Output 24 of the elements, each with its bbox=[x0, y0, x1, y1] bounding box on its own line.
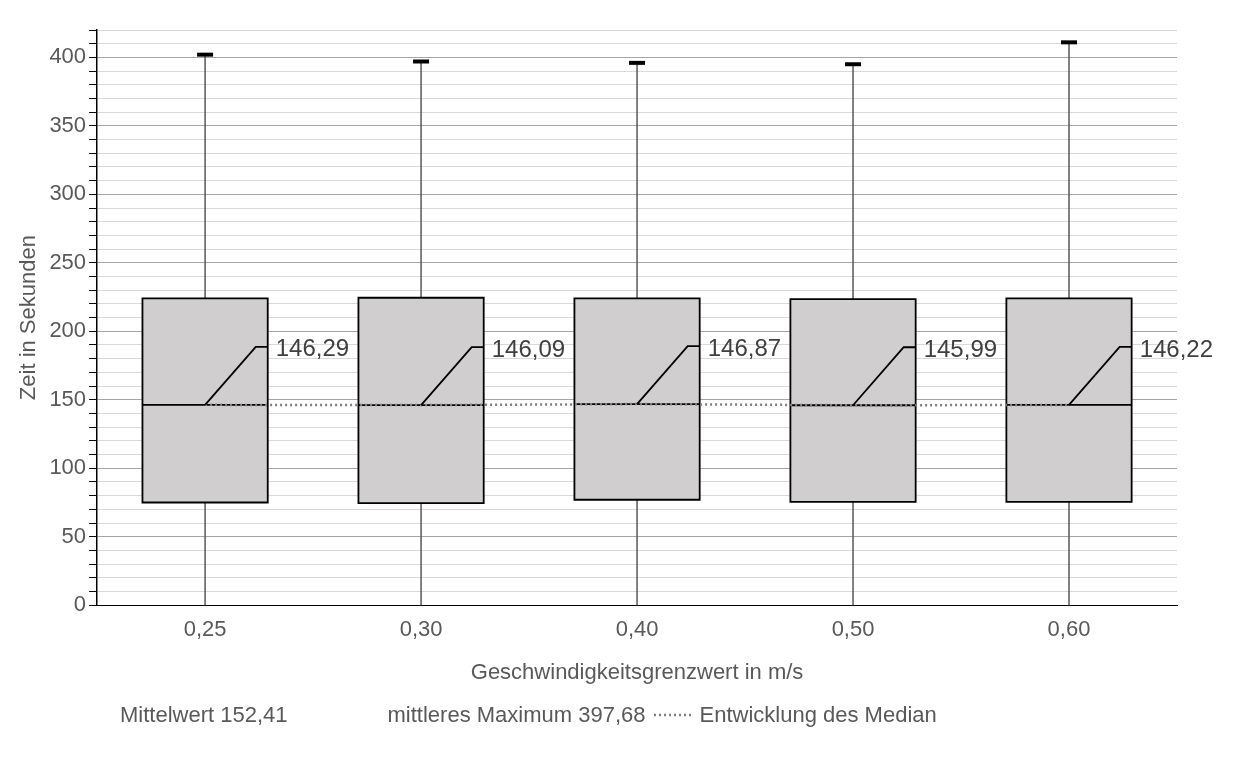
x-tick-label: 0,30 bbox=[399, 616, 443, 642]
y-tick-label: 400 bbox=[49, 43, 87, 69]
x-tick-label: 0,60 bbox=[1047, 616, 1091, 642]
x-axis-title: Geschwindigkeitsgrenzwert in m/s bbox=[470, 658, 804, 684]
y-axis-title: Zeit in Sekunden bbox=[15, 235, 41, 401]
y-tick-label: 200 bbox=[49, 317, 87, 343]
data-label: 146,22 bbox=[1139, 334, 1214, 362]
y-tick-label: 150 bbox=[49, 385, 87, 411]
legend-label: Entwicklung des Median bbox=[699, 702, 937, 728]
y-tick-label: 350 bbox=[49, 111, 87, 137]
x-tick-label: 0,50 bbox=[831, 616, 875, 642]
text: Mittelwert 152,41 bbox=[120, 702, 288, 728]
y-tick-label: 0 bbox=[73, 591, 87, 617]
x-tick-label: 0,25 bbox=[183, 616, 227, 642]
text: mittleres Maximum 397,68 bbox=[387, 702, 646, 728]
y-tick-label: 50 bbox=[61, 522, 87, 548]
data-label: 146,29 bbox=[275, 334, 350, 362]
data-label: 146,87 bbox=[707, 333, 782, 361]
data-label: 145,99 bbox=[923, 334, 998, 362]
y-tick-label: 250 bbox=[49, 248, 87, 274]
y-tick-label: 300 bbox=[49, 180, 87, 206]
data-label: 146,09 bbox=[491, 334, 566, 362]
x-tick-label: 0,40 bbox=[615, 616, 659, 642]
y-tick-label: 100 bbox=[49, 454, 87, 480]
